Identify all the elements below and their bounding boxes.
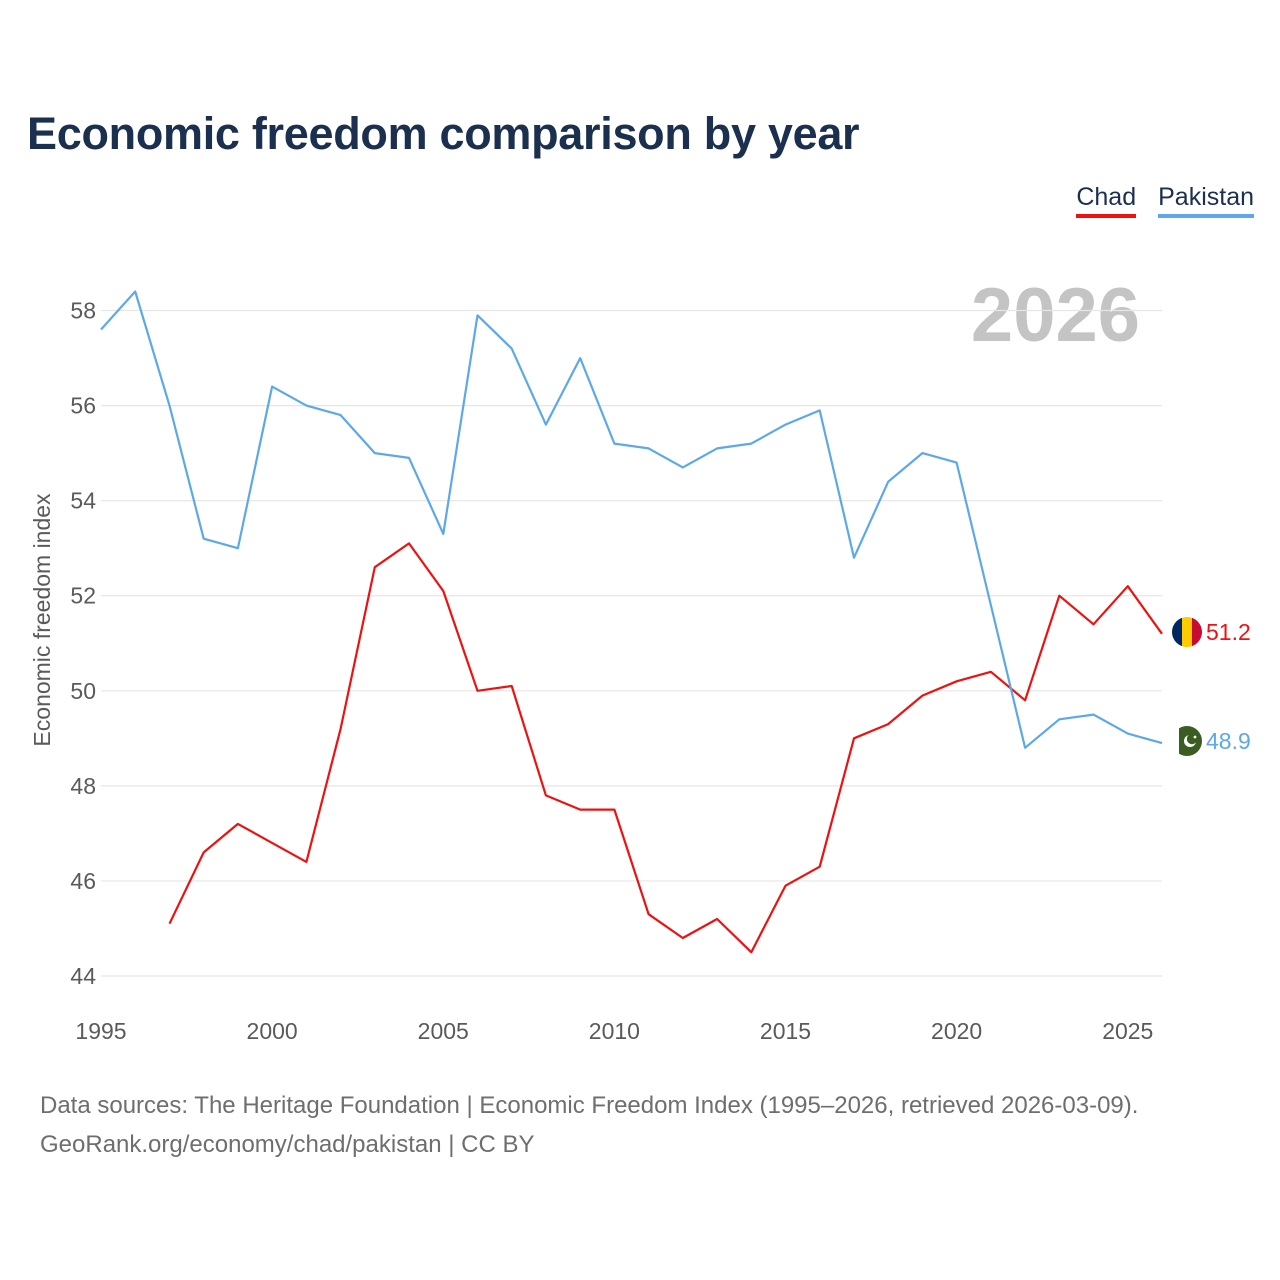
chart-title: Economic freedom comparison by year bbox=[27, 108, 860, 159]
series-line-pakistan bbox=[100, 290, 1163, 749]
data-source-text: Data sources: The Heritage Foundation | … bbox=[40, 1092, 1139, 1119]
year-stamp: 2026 bbox=[970, 273, 1140, 358]
y-tick-label: 48 bbox=[70, 773, 96, 799]
pakistan-end-value: 48.9 bbox=[1206, 728, 1251, 754]
legend-item-pakistan[interactable]: Pakistan bbox=[1158, 183, 1254, 218]
y-tick-label: 54 bbox=[70, 488, 96, 514]
x-tick-label: 2000 bbox=[247, 1018, 298, 1044]
y-tick-label: 58 bbox=[70, 298, 96, 324]
chad-end-value: 51.2 bbox=[1206, 619, 1251, 645]
y-tick-label: 56 bbox=[70, 393, 96, 419]
x-tick-label: 2025 bbox=[1102, 1018, 1153, 1044]
footer: Data sources: The Heritage Foundation | … bbox=[40, 1086, 1138, 1164]
y-tick-label: 46 bbox=[70, 868, 96, 894]
y-tick-label: 52 bbox=[70, 583, 96, 609]
legend: Chad Pakistan bbox=[1076, 183, 1254, 218]
x-tick-label: 2020 bbox=[931, 1018, 982, 1044]
attribution-link[interactable]: GeoRank.org/economy/chad/pakistan | CC B… bbox=[40, 1131, 535, 1158]
x-tick-label: 2010 bbox=[589, 1018, 640, 1044]
y-axis-ticks: 44 46 48 50 52 54 56 58 bbox=[70, 298, 96, 989]
y-tick-label: 50 bbox=[70, 678, 96, 704]
y-axis-label: Economic freedom index bbox=[29, 493, 55, 747]
x-tick-label: 2015 bbox=[760, 1018, 811, 1044]
chad-flag-icon bbox=[1172, 617, 1202, 647]
x-tick-label: 2005 bbox=[418, 1018, 469, 1044]
series-lines bbox=[100, 290, 1163, 954]
gridlines bbox=[101, 309, 1162, 977]
x-tick-label: 1995 bbox=[75, 1018, 126, 1044]
x-axis-ticks: 1995 2000 2005 2010 2015 2020 2025 bbox=[75, 1018, 1153, 1044]
pakistan-flag-icon bbox=[1172, 726, 1202, 756]
series-line-chad bbox=[168, 542, 1163, 954]
y-tick-label: 44 bbox=[70, 963, 96, 989]
legend-item-chad[interactable]: Chad bbox=[1076, 183, 1137, 218]
